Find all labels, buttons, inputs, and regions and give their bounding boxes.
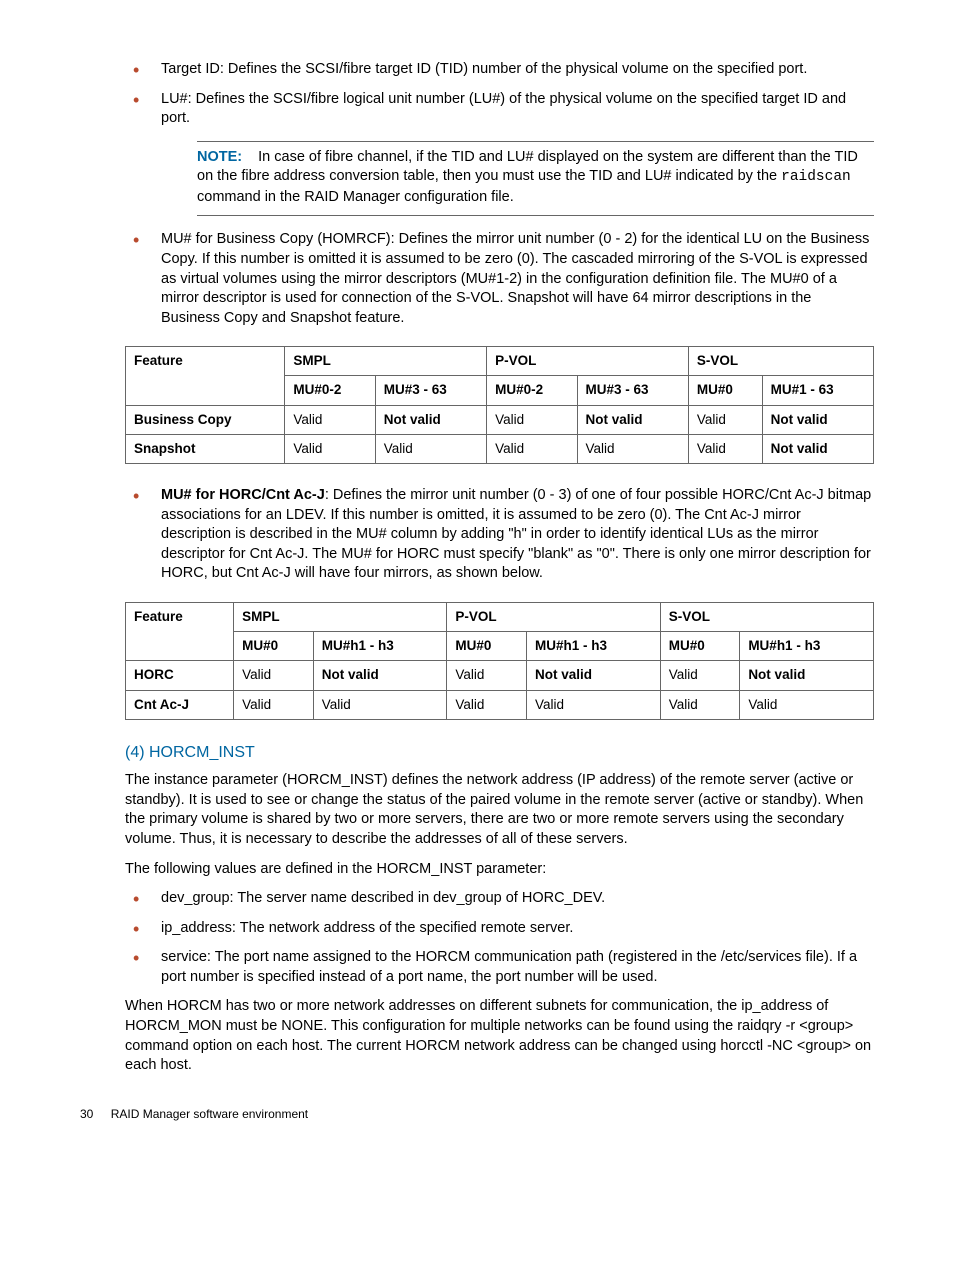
cell: Valid (740, 690, 874, 719)
row-label: Cnt Ac-J (126, 690, 234, 719)
cell: Valid (688, 434, 762, 463)
th-pvol: P-VOL (447, 602, 660, 631)
table-header-row-2: MU#0 MU#h1 - h3 MU#0 MU#h1 - h3 MU#0 MU#… (126, 632, 874, 661)
cell: Valid (313, 690, 447, 719)
table-header-row-1: Feature SMPL P-VOL S-VOL (126, 347, 874, 376)
param-text: ip_address: The network address of the s… (161, 920, 573, 936)
bullet-text: LU#: Defines the SCSI/fibre logical unit… (161, 91, 846, 127)
th-sub: MU#1 - 63 (762, 376, 873, 405)
cell: Valid (285, 434, 375, 463)
table-header-row-1: Feature SMPL P-VOL S-VOL (126, 602, 874, 631)
bullet-mu-business-copy: MU# for Business Copy (HOMRCF): Defines … (125, 230, 874, 328)
param-text: dev_group: The server name described in … (161, 890, 605, 906)
cell: Valid (234, 690, 314, 719)
row-label: Snapshot (126, 434, 285, 463)
cell: Not valid (313, 661, 447, 690)
table1-wrap: Feature SMPL P-VOL S-VOL MU#0-2 MU#3 - 6… (125, 346, 874, 464)
cell: Valid (285, 405, 375, 434)
param-text: service: The port name assigned to the H… (161, 949, 857, 985)
para-horcm-inst-3: When HORCM has two or more network addre… (125, 997, 874, 1075)
th-sub: MU#0 (447, 632, 527, 661)
cell: Valid (447, 661, 527, 690)
note-body-after: command in the RAID Manager configuratio… (197, 189, 514, 205)
th-sub: MU#3 - 63 (577, 376, 688, 405)
param-ip-address: ip_address: The network address of the s… (125, 919, 874, 939)
th-sub: MU#h1 - h3 (313, 632, 447, 661)
bullet-mu-horc: MU# for HORC/Cnt Ac-J: Defines the mirro… (125, 486, 874, 584)
row-label: Business Copy (126, 405, 285, 434)
table-row: SnapshotValidValidValidValidValidNot val… (126, 434, 874, 463)
note-code: raidscan (781, 169, 851, 185)
th-pvol: P-VOL (487, 347, 689, 376)
cell: Not valid (527, 661, 661, 690)
cell: Valid (487, 405, 577, 434)
th-sub: MU#0 (234, 632, 314, 661)
th-svol: S-VOL (660, 602, 873, 631)
cell: Valid (577, 434, 688, 463)
th-sub: MU#0-2 (487, 376, 577, 405)
footer-page-number: 30 (80, 1107, 93, 1121)
footer-title: RAID Manager software environment (111, 1107, 308, 1121)
cell: Valid (487, 434, 577, 463)
cell: Not valid (762, 434, 873, 463)
th-smpl: SMPL (234, 602, 447, 631)
cell: Valid (660, 690, 740, 719)
note-label: NOTE: (197, 149, 242, 165)
page-content: Target ID: Defines the SCSI/fibre target… (80, 60, 874, 1076)
cell: Not valid (762, 405, 873, 434)
th-feature: Feature (126, 347, 285, 405)
row-label: HORC (126, 661, 234, 690)
cell: Valid (234, 661, 314, 690)
cell: Valid (688, 405, 762, 434)
th-sub: MU#3 - 63 (375, 376, 486, 405)
cell: Valid (527, 690, 661, 719)
th-sub: MU#0 (660, 632, 740, 661)
feature-table-1: Feature SMPL P-VOL S-VOL MU#0-2 MU#3 - 6… (125, 346, 874, 464)
para-horcm-inst-1: The instance parameter (HORCM_INST) defi… (125, 771, 874, 849)
cell: Not valid (577, 405, 688, 434)
note-body-before: In case of fibre channel, if the TID and… (197, 149, 858, 185)
table-row: HORCValidNot validValidNot validValidNot… (126, 661, 874, 690)
bullet-target-id: Target ID: Defines the SCSI/fibre target… (125, 60, 874, 80)
th-sub: MU#0-2 (285, 376, 375, 405)
table-row: Business CopyValidNot validValidNot vali… (126, 405, 874, 434)
th-sub: MU#h1 - h3 (527, 632, 661, 661)
mid-bullet-list: MU# for HORC/Cnt Ac-J: Defines the mirro… (125, 486, 874, 584)
top-bullet-list: Target ID: Defines the SCSI/fibre target… (125, 60, 874, 328)
section-heading-horcm-inst: (4) HORCM_INST (125, 742, 874, 764)
table2-wrap: Feature SMPL P-VOL S-VOL MU#0 MU#h1 - h3… (125, 602, 874, 720)
page-footer: 30 RAID Manager software environment (80, 1106, 874, 1122)
para-horcm-inst-2: The following values are defined in the … (125, 860, 874, 880)
th-feature: Feature (126, 602, 234, 660)
param-dev-group: dev_group: The server name described in … (125, 889, 874, 909)
note-block: NOTE: In case of fibre channel, if the T… (197, 141, 874, 217)
th-sub: MU#0 (688, 376, 762, 405)
th-sub: MU#h1 - h3 (740, 632, 874, 661)
cell: Not valid (740, 661, 874, 690)
feature-table-2: Feature SMPL P-VOL S-VOL MU#0 MU#h1 - h3… (125, 602, 874, 720)
cell: Valid (447, 690, 527, 719)
bullet-bold-lead: MU# for HORC/Cnt Ac-J (161, 487, 325, 503)
cell: Valid (660, 661, 740, 690)
th-svol: S-VOL (688, 347, 873, 376)
bullet-lu-num: LU#: Defines the SCSI/fibre logical unit… (125, 90, 874, 217)
bullet-text: MU# for Business Copy (HOMRCF): Defines … (161, 231, 869, 325)
bullet-text: Target ID: Defines the SCSI/fibre target… (161, 61, 807, 77)
table-row: Cnt Ac-JValidValidValidValidValidValid (126, 690, 874, 719)
th-smpl: SMPL (285, 347, 487, 376)
horcm-inst-param-list: dev_group: The server name described in … (125, 889, 874, 987)
param-service: service: The port name assigned to the H… (125, 948, 874, 987)
cell: Not valid (375, 405, 486, 434)
cell: Valid (375, 434, 486, 463)
